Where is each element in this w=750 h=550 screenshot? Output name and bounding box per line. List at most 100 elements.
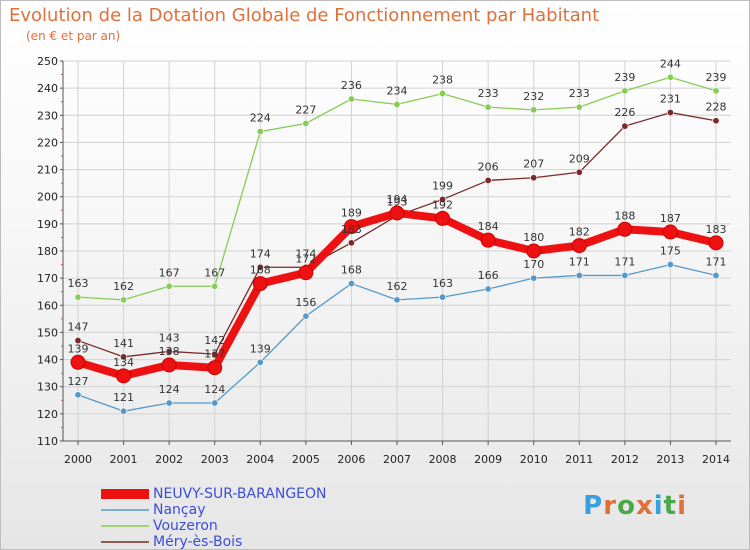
data-label: 233 (569, 87, 590, 100)
data-point (530, 174, 538, 182)
data-label: 139 (250, 342, 271, 355)
data-label: 170 (523, 258, 544, 271)
x-tick-label: 2002 (155, 453, 183, 466)
logo-letter: x (635, 491, 654, 521)
data-point (252, 276, 268, 292)
data-label: 138 (159, 345, 180, 358)
data-label: 171 (569, 255, 590, 268)
y-tick-label: 110 (37, 435, 58, 448)
data-point (526, 243, 542, 259)
data-point (74, 293, 82, 301)
data-point (302, 312, 310, 320)
legend-swatch-mery (101, 541, 149, 543)
x-tick-label: 2010 (520, 453, 548, 466)
data-point (571, 238, 587, 254)
data-point (74, 391, 82, 399)
data-point (480, 232, 496, 248)
data-label: 228 (706, 101, 727, 114)
data-point (484, 176, 492, 184)
data-label: 232 (523, 90, 544, 103)
data-point (347, 280, 355, 288)
data-point (120, 296, 128, 304)
data-label: 174 (250, 247, 271, 260)
data-label: 163 (68, 277, 89, 290)
data-point (298, 265, 314, 281)
data-point (256, 263, 264, 271)
legend-swatch-nancay (101, 509, 149, 511)
data-label: 147 (68, 321, 89, 334)
data-label: 162 (387, 280, 408, 293)
data-label: 168 (250, 264, 271, 277)
data-label: 206 (478, 160, 499, 173)
data-point (70, 354, 86, 370)
data-label: 227 (295, 103, 316, 116)
legend-swatch-vouzeron (101, 525, 149, 527)
data-label: 184 (478, 220, 499, 233)
data-point (575, 103, 583, 111)
data-label: 167 (204, 266, 225, 279)
data-point (617, 221, 633, 237)
data-point (530, 106, 538, 114)
data-label: 209 (569, 152, 590, 165)
x-tick-label: 2007 (383, 453, 411, 466)
data-label: 171 (614, 255, 635, 268)
data-point (530, 274, 538, 282)
legend-label: Nançay (153, 502, 206, 518)
y-tick-label: 130 (37, 381, 58, 394)
y-tick-label: 120 (37, 408, 58, 421)
data-point (120, 407, 128, 415)
y-tick-label: 220 (37, 136, 58, 149)
data-label: 168 (341, 264, 362, 277)
data-point (621, 87, 629, 95)
logo-letter: t (663, 491, 678, 521)
data-label: 233 (478, 87, 499, 100)
data-point (439, 293, 447, 301)
chart-title: Evolution de la Dotation Globale de Fonc… (9, 5, 600, 26)
data-point (708, 235, 724, 251)
legend-label: Méry-ès-Bois (153, 534, 243, 550)
logo-letter: P (583, 491, 604, 521)
data-label: 127 (68, 375, 89, 388)
data-point (712, 87, 720, 95)
legend-item-mery: Méry-ès-Bois (101, 534, 327, 550)
data-label: 121 (113, 391, 134, 404)
data-point (439, 90, 447, 98)
data-point (575, 271, 583, 279)
data-point (165, 282, 173, 290)
data-point (347, 239, 355, 247)
data-point (621, 122, 629, 130)
y-tick-label: 190 (37, 218, 58, 231)
data-label: 194 (387, 193, 408, 206)
data-point (484, 285, 492, 293)
data-point (393, 296, 401, 304)
data-label: 224 (250, 112, 271, 125)
data-label: 234 (387, 84, 408, 97)
logo-letter: o (617, 491, 636, 521)
data-point (439, 195, 447, 203)
data-label: 189 (341, 207, 362, 220)
data-label: 156 (295, 296, 316, 309)
data-label: 142 (204, 334, 225, 347)
data-point (347, 95, 355, 103)
y-tick-label: 160 (37, 299, 58, 312)
x-tick-label: 2008 (429, 453, 457, 466)
chart-subtitle: (en € et par an) (26, 29, 121, 43)
logo-letter: i (677, 491, 687, 521)
data-label: 187 (660, 212, 681, 225)
data-point (165, 347, 173, 355)
y-tick-label: 240 (37, 82, 58, 95)
data-label: 141 (113, 337, 134, 350)
data-point (712, 271, 720, 279)
data-label: 171 (706, 255, 727, 268)
y-tick-label: 150 (37, 326, 58, 339)
data-label: 180 (523, 231, 544, 244)
y-tick-label: 230 (37, 109, 58, 122)
data-label: 244 (660, 57, 681, 70)
x-tick-label: 2004 (246, 453, 274, 466)
data-label: 231 (660, 93, 681, 106)
legend: NEUVY-SUR-BARANGEON Nançay Vouzeron Méry… (101, 486, 327, 550)
data-point (666, 73, 674, 81)
legend-label: NEUVY-SUR-BARANGEON (153, 486, 327, 502)
data-label: 134 (113, 356, 134, 369)
